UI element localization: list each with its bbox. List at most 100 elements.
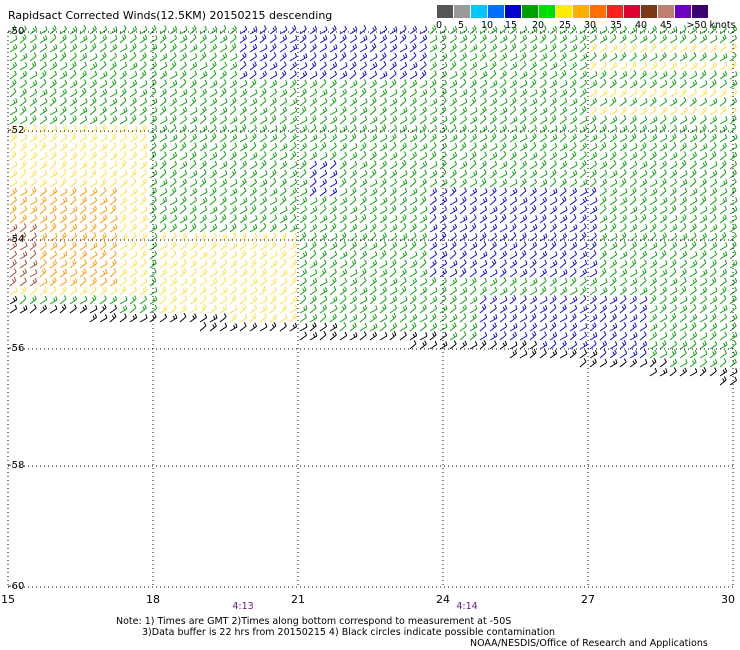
wind-barb (689, 268, 698, 278)
wind-barb (719, 268, 728, 278)
wind-barb (559, 322, 567, 332)
wind-barb (449, 34, 458, 44)
wind-barb (309, 115, 317, 125)
wind-barb (389, 89, 398, 98)
wind-barb (149, 70, 157, 80)
wind-barb (439, 62, 448, 71)
wind-barb (329, 259, 338, 269)
wind-barb (649, 305, 658, 314)
wind-barb (99, 232, 107, 242)
wind-barb (379, 232, 387, 242)
wind-barb (329, 187, 338, 197)
wind-barb (409, 268, 418, 278)
wind-barb (49, 214, 57, 224)
wind-barb (709, 359, 718, 368)
wind-barb (629, 106, 638, 116)
wind-barb (49, 250, 58, 260)
wind-barb (209, 250, 217, 260)
wind-barb (579, 34, 587, 44)
wind-barb (409, 313, 418, 323)
wind-barb (399, 242, 408, 251)
wind-barb (399, 286, 407, 296)
wind-barb (69, 143, 78, 152)
wind-barb (469, 107, 478, 116)
wind-barb (129, 142, 138, 152)
wind-barb (639, 214, 647, 224)
wind-barb (169, 71, 178, 80)
wind-barb (379, 115, 387, 125)
wind-barb (239, 260, 248, 269)
wind-barb (399, 268, 407, 278)
wind-barb (389, 43, 398, 53)
wind-barb (119, 97, 127, 107)
wind-barb (59, 277, 68, 287)
wind-barb (269, 214, 278, 224)
wind-barb (489, 295, 498, 305)
wind-barb (329, 97, 337, 107)
wind-barb (169, 143, 178, 152)
wind-barb (659, 232, 667, 242)
wind-barb (319, 142, 327, 152)
wind-barb (499, 25, 507, 35)
wind-barb (469, 61, 478, 71)
wind-barb (659, 106, 667, 116)
wind-barb (189, 116, 198, 125)
wind-barb (79, 161, 88, 170)
wind-barb (489, 340, 497, 350)
wind-barb (279, 241, 287, 251)
wind-barb (609, 205, 617, 215)
wind-barb (299, 70, 308, 80)
wind-barb (359, 98, 368, 107)
wind-barb (649, 259, 658, 269)
wind-barb (309, 322, 317, 332)
wind-barb (679, 341, 688, 350)
wind-barb (589, 340, 597, 350)
wind-barb (69, 34, 78, 44)
wind-barb (489, 304, 497, 314)
legend-swatch (640, 5, 657, 18)
wind-barb (579, 125, 588, 134)
wind-barb (249, 178, 258, 188)
wind-barb (329, 179, 338, 188)
wind-barb (679, 205, 687, 215)
wind-barb (589, 277, 598, 287)
wind-barb (609, 53, 618, 62)
wind-barb (519, 169, 527, 179)
wind-barb (79, 133, 87, 143)
wind-barb (459, 89, 468, 98)
wind-barb (359, 25, 367, 35)
wind-barb (59, 241, 67, 251)
wind-barb (539, 259, 548, 269)
wind-barb (369, 125, 378, 134)
wind-barb (589, 314, 598, 323)
wind-barb (89, 313, 98, 323)
wind-barb (99, 250, 107, 260)
wind-barb (249, 106, 258, 116)
wind-barb (299, 205, 308, 215)
wind-barb (429, 178, 438, 188)
wind-barb (409, 134, 418, 143)
wind-barb (149, 233, 158, 242)
wind-barb (699, 259, 707, 269)
wind-barb (69, 223, 78, 233)
wind-barb (349, 61, 357, 71)
wind-barb (649, 133, 658, 143)
wind-barb (279, 43, 288, 53)
wind-barb (39, 26, 48, 35)
wind-barb (369, 251, 378, 260)
wind-barb (679, 97, 687, 107)
wind-barb (389, 79, 397, 89)
wind-barb (229, 133, 238, 143)
wind-barb (609, 107, 618, 116)
wind-barb (219, 241, 228, 251)
wind-barb (499, 322, 508, 332)
wind-barb (409, 151, 418, 161)
wind-barb (179, 35, 188, 44)
wind-barb (309, 134, 318, 143)
wind-barb (589, 350, 598, 359)
wind-barb (729, 25, 738, 35)
wind-barb (339, 125, 348, 134)
wind-barb (169, 241, 177, 251)
wind-barb (619, 97, 627, 107)
wind-barb (159, 251, 168, 260)
